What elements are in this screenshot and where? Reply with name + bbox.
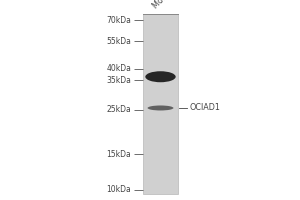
Text: 55kDa: 55kDa <box>106 37 131 46</box>
Text: 25kDa: 25kDa <box>106 105 131 114</box>
Text: OCIAD1: OCIAD1 <box>190 103 220 112</box>
Text: Mouse liver: Mouse liver <box>151 0 190 10</box>
Ellipse shape <box>148 105 173 110</box>
Text: 35kDa: 35kDa <box>106 76 131 85</box>
Text: 70kDa: 70kDa <box>106 16 131 25</box>
Text: 10kDa: 10kDa <box>106 185 131 194</box>
Ellipse shape <box>145 71 176 82</box>
Text: 40kDa: 40kDa <box>106 64 131 73</box>
Text: 15kDa: 15kDa <box>106 150 131 159</box>
Bar <box>143 14 178 194</box>
